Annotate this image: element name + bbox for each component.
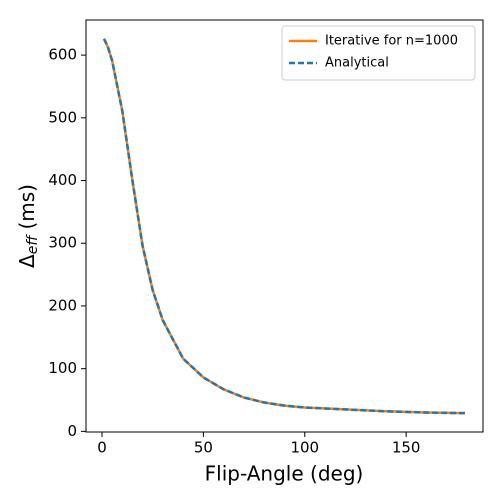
x-tick-label: 150 (392, 439, 421, 457)
x-tick-label: 0 (97, 439, 107, 457)
legend-label: Analytical (325, 56, 389, 71)
series-line (102, 38, 465, 415)
y-tick-label: 300 (48, 234, 77, 252)
x-tick-label: 50 (194, 439, 213, 457)
y-tick-label: 0 (67, 422, 77, 440)
x-axis-label: Flip-Angle (deg) (205, 462, 364, 486)
y-tick-label: 400 (48, 171, 77, 189)
y-label-unit: (ms) (15, 184, 39, 230)
legend-label: Iterative for n=1000 (325, 34, 458, 49)
legend-box (281, 25, 476, 81)
y-tick-label: 100 (48, 359, 77, 377)
y-label-subscript: eff (25, 234, 41, 255)
y-tick-label: 600 (48, 46, 77, 64)
x-tick-label: 100 (290, 439, 319, 457)
series-line (102, 38, 465, 415)
plot-frame (85, 19, 484, 433)
y-tick-label: 200 (48, 296, 77, 314)
y-axis-label: Δeff (ms) (15, 184, 42, 268)
y-tick-label: 500 (48, 108, 77, 126)
y-label-symbol: Δ (15, 254, 39, 268)
